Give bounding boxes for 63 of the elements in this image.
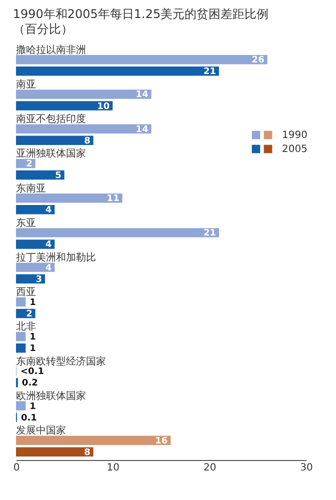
bar bbox=[16, 136, 94, 145]
y-tick-label: 发展中国家 bbox=[16, 424, 66, 437]
data-label: 4 bbox=[45, 263, 52, 274]
data-label: 16 bbox=[155, 436, 168, 446]
bar bbox=[16, 274, 45, 284]
data-label: 2 bbox=[26, 159, 32, 170]
x-tick-label: 10 bbox=[106, 462, 120, 474]
data-label: 0.1 bbox=[20, 413, 37, 424]
bar bbox=[16, 343, 26, 353]
y-tick-label: 北非 bbox=[16, 320, 36, 333]
bar bbox=[16, 124, 152, 134]
y-tick-label: 西亚 bbox=[16, 287, 36, 298]
data-label: 21 bbox=[203, 228, 216, 239]
x-tick-label: 30 bbox=[300, 462, 313, 474]
data-label: <0.1 bbox=[20, 367, 44, 378]
y-tick-label: 东南欧转型经济国家 bbox=[16, 355, 106, 368]
bar bbox=[16, 193, 122, 203]
data-label: 4 bbox=[45, 206, 52, 216]
data-label: 1 bbox=[30, 344, 36, 354]
data-label: 10 bbox=[97, 102, 110, 112]
y-tick-label: 东南亚 bbox=[16, 182, 46, 194]
data-label: 3 bbox=[36, 274, 42, 285]
bar bbox=[16, 297, 26, 307]
data-label: 2 bbox=[26, 309, 32, 320]
bar bbox=[16, 240, 55, 249]
data-label: 8 bbox=[84, 448, 90, 458]
y-tick-label: 东亚 bbox=[16, 216, 36, 229]
data-label: 14 bbox=[136, 124, 148, 135]
legend-label: 1990 bbox=[282, 130, 308, 141]
y-tick-label: 南亚不包括印度 bbox=[16, 113, 86, 126]
y-tick-label: 拉丁美洲和加勒比 bbox=[16, 252, 96, 264]
data-label: 14 bbox=[136, 90, 148, 100]
data-label: 1 bbox=[30, 332, 36, 343]
data-label: 8 bbox=[84, 136, 90, 146]
data-label: 21 bbox=[203, 67, 216, 78]
bar bbox=[16, 332, 26, 342]
y-tick-label: 撒哈拉以南非洲 bbox=[16, 44, 86, 56]
y-tick-label: 欧洲独联体国家 bbox=[16, 390, 86, 402]
bar bbox=[16, 228, 219, 238]
x-tick-label: 20 bbox=[203, 462, 216, 474]
y-tick-label: 亚洲独联体国家 bbox=[16, 148, 86, 160]
bar bbox=[16, 262, 55, 272]
y-tick-label: 南亚 bbox=[16, 78, 36, 90]
x-tick-label: 0 bbox=[13, 462, 20, 474]
data-label: 5 bbox=[55, 171, 62, 181]
bar bbox=[16, 170, 64, 180]
bar bbox=[16, 436, 171, 445]
bar bbox=[16, 101, 113, 110]
bar bbox=[16, 90, 152, 99]
bar bbox=[16, 55, 268, 64]
legend-label: 2005 bbox=[282, 144, 308, 155]
chart-title: 1990年和2005年每日1.25美元的贫困差距比例 bbox=[12, 7, 269, 21]
data-label: 1 bbox=[30, 298, 36, 308]
data-label: 1 bbox=[30, 402, 36, 412]
data-label: 4 bbox=[45, 240, 52, 250]
chart-subtitle: （百分比） bbox=[12, 22, 73, 36]
bar bbox=[16, 401, 26, 410]
data-label: 11 bbox=[106, 194, 120, 204]
bar bbox=[16, 66, 219, 76]
data-label: 26 bbox=[252, 56, 264, 66]
data-label: 0.2 bbox=[22, 378, 38, 389]
bar bbox=[16, 447, 94, 457]
bar bbox=[16, 205, 55, 214]
